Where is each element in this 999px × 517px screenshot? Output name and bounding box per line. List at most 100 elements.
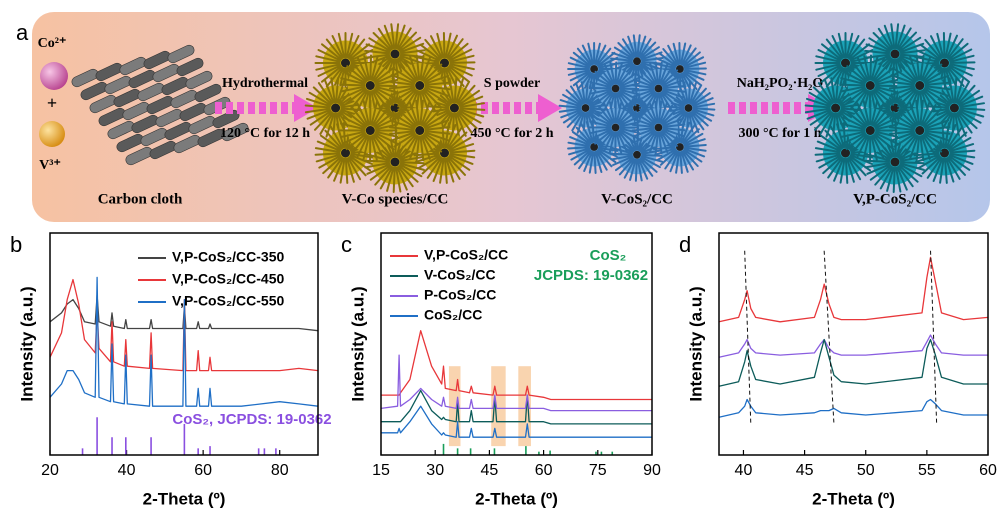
nanoflower-center (891, 50, 900, 59)
nanoflower-center (440, 59, 449, 68)
y-axis-label: Intensity (a.u.) (686, 286, 705, 401)
nanoflower-center (685, 104, 693, 112)
step-reagent: S powder (484, 76, 540, 91)
x-tick-label: 30 (426, 462, 444, 479)
peak-guide (745, 251, 751, 424)
x-tick-label: 75 (589, 462, 607, 479)
arrow-dash (794, 102, 801, 114)
panel-label: d (679, 232, 691, 257)
x-axis-label: 2-Theta (º) (143, 489, 226, 508)
legend-label: V,P-CoS₂/CC-550 (172, 293, 285, 309)
legend-label: V-CoS₂/CC (424, 267, 496, 283)
legend-label: V,P-CoS₂/CC-350 (172, 249, 285, 265)
nanoflower-center (915, 126, 924, 135)
x-tick-label: 15 (372, 462, 390, 479)
x-tick-label: 45 (481, 462, 499, 479)
arrow-dash (739, 102, 746, 114)
y-axis-label: Intensity (a.u.) (348, 286, 367, 401)
nanoflower-center (391, 158, 400, 167)
legend-label: V,P-CoS₂/CC-450 (172, 271, 285, 287)
arrow-dash (281, 102, 288, 114)
plot-frame (719, 233, 988, 455)
arrow-dash (492, 102, 499, 114)
legend-label: V,P-CoS₂/CC (424, 247, 508, 263)
arrow-dash (750, 102, 757, 114)
product-label: V-CoS₂/CC (601, 191, 673, 207)
nanoflower-center (655, 85, 663, 93)
y-axis-label: Intensity (a.u.) (17, 286, 36, 401)
nanoflower-center (915, 81, 924, 90)
annotation: JCPDS: 19-0362 (534, 267, 648, 284)
plus-sign: + (47, 93, 57, 113)
nanoflower-center (940, 59, 949, 68)
arrow-dash (215, 102, 222, 114)
nanoflower-center (866, 81, 875, 90)
nanoflower-center (950, 104, 959, 113)
product-label: Carbon cloth (98, 191, 183, 207)
nanoflower-center (582, 104, 590, 112)
nanoflower-center (633, 151, 641, 159)
nanoflower-cluster (560, 35, 715, 181)
co-ion-sphere (40, 62, 68, 90)
nanoflower-center (612, 85, 620, 93)
arrow-dash (783, 102, 790, 114)
nanoflower-center (391, 50, 400, 59)
nanoflower-center (590, 143, 598, 151)
arrow-dash (270, 102, 277, 114)
x-axis-label: 2-Theta (º) (812, 489, 895, 508)
nanoflower-center (676, 65, 684, 73)
product-label: V,P-CoS₂/CC (853, 191, 937, 207)
ion-label: Co²⁺ (38, 36, 67, 51)
step-condition: 120 °C for 12 h (220, 126, 310, 141)
product-label: V-Co species/CC (342, 191, 449, 207)
ion-label: V³⁺ (39, 158, 61, 173)
nanoflower-center (831, 104, 840, 113)
step-condition: 450 °C for 2 h (470, 126, 553, 141)
nanoflower-center (440, 149, 449, 158)
x-axis-label: 2-Theta (º) (475, 489, 558, 508)
x-tick-label: 20 (41, 462, 59, 479)
nanoflower-center (676, 143, 684, 151)
nanoflower-center (331, 104, 340, 113)
nanoflower-center (612, 124, 620, 132)
nanoflower-center (341, 149, 350, 158)
step-reagent: Hydrothermal (222, 76, 308, 91)
nanoflower-center (841, 149, 850, 158)
series-line (719, 335, 988, 357)
nanoflower-center (366, 81, 375, 90)
series-line (719, 400, 988, 418)
arrow-dash (514, 102, 521, 114)
step-reagent: NaH₂PO₂·H₂O (737, 76, 824, 91)
x-tick-label: 40 (735, 462, 753, 479)
x-tick-label: 90 (643, 462, 661, 479)
x-tick-label: 80 (271, 462, 289, 479)
arrow-dash (525, 102, 532, 114)
arrow-dash (761, 102, 768, 114)
panel-label: a (16, 20, 29, 45)
arrow-dash (772, 102, 779, 114)
nanoflower-center (633, 57, 641, 65)
arrow-dash (248, 102, 255, 114)
series-line (719, 257, 988, 321)
nanoflower-center (940, 149, 949, 158)
nanoflower-cluster (806, 24, 985, 192)
arrow-dash (503, 102, 510, 114)
arrow-dash (226, 102, 233, 114)
figure: a Co²⁺ + V³⁺ Hydrothermal 120 °C for 12 h… (0, 0, 999, 517)
panel-label: c (341, 232, 352, 257)
nanoflower-center (366, 126, 375, 135)
arrow-dash (259, 102, 266, 114)
annotation: CoS₂ (590, 247, 627, 264)
series-line (381, 355, 652, 411)
v-ion-sphere (39, 121, 65, 147)
x-tick-label: 45 (796, 462, 814, 479)
page: {"scheme": {"label": "a", "ion1": "Co²⁺"… (0, 0, 999, 517)
step-condition: 300 °C for 1 h (738, 126, 821, 141)
nanoflower-center (655, 124, 663, 132)
legend-label: P-CoS₂/CC (424, 287, 496, 303)
x-tick-label: 40 (118, 462, 136, 479)
series-line (719, 340, 988, 387)
arrow-dash (728, 102, 735, 114)
x-tick-label: 60 (535, 462, 553, 479)
annotation: CoS₂, JCPDS: 19-0362 (172, 411, 331, 428)
